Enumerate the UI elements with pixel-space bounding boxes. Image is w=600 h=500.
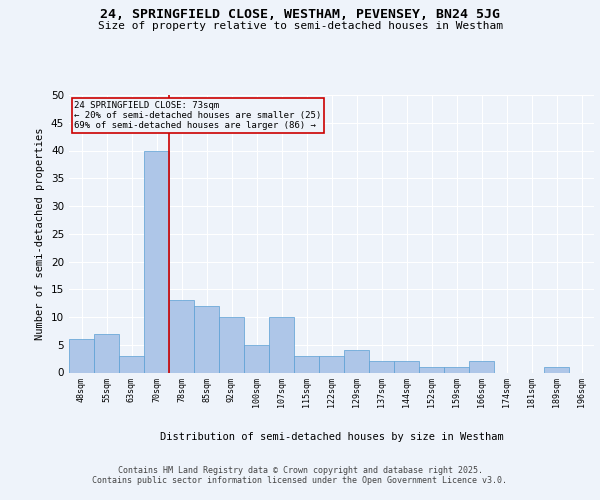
Bar [319,356,344,372]
Bar [169,300,194,372]
Bar [269,317,294,372]
Bar [94,334,119,372]
Bar [194,306,219,372]
Y-axis label: Number of semi-detached properties: Number of semi-detached properties [35,128,46,340]
Bar [419,367,444,372]
Text: Size of property relative to semi-detached houses in Westham: Size of property relative to semi-detach… [97,21,503,31]
Bar [394,362,419,372]
Bar [469,362,494,372]
Bar [219,317,244,372]
Text: Contains public sector information licensed under the Open Government Licence v3: Contains public sector information licen… [92,476,508,485]
Bar [444,367,469,372]
Bar [244,345,269,372]
Bar [119,356,144,372]
Bar [344,350,369,372]
Text: Distribution of semi-detached houses by size in Westham: Distribution of semi-detached houses by … [160,432,503,442]
Bar [144,150,169,372]
Text: Contains HM Land Registry data © Crown copyright and database right 2025.: Contains HM Land Registry data © Crown c… [118,466,482,475]
Bar [544,367,569,372]
Bar [369,362,394,372]
Text: 24 SPRINGFIELD CLOSE: 73sqm
← 20% of semi-detached houses are smaller (25)
69% o: 24 SPRINGFIELD CLOSE: 73sqm ← 20% of sem… [74,100,322,130]
Text: 24, SPRINGFIELD CLOSE, WESTHAM, PEVENSEY, BN24 5JG: 24, SPRINGFIELD CLOSE, WESTHAM, PEVENSEY… [100,8,500,20]
Bar [69,339,94,372]
Bar [294,356,319,372]
